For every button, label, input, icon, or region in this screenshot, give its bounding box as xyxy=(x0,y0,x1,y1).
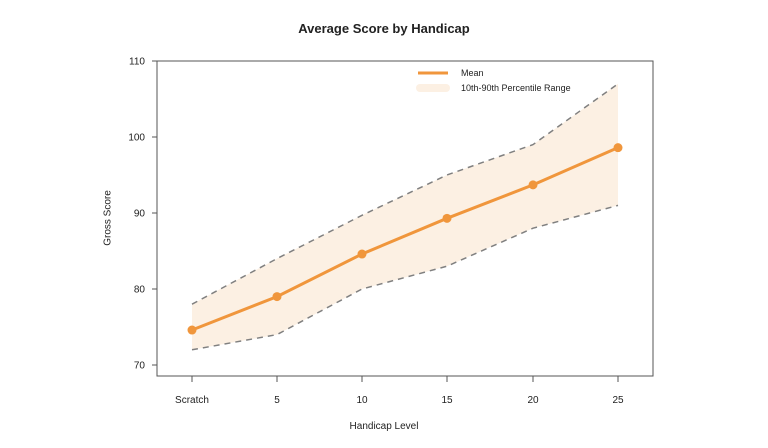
mean-point xyxy=(187,325,197,335)
upper-percentile-line xyxy=(191,83,619,305)
mean-point xyxy=(357,249,367,259)
legend-band-swatch xyxy=(416,84,450,92)
legend-mean-label: Mean xyxy=(461,68,484,78)
percentile-band xyxy=(192,83,618,350)
mean-point xyxy=(613,143,623,153)
chart-title: Average Score by Handicap xyxy=(298,21,470,36)
y-tick-label: 80 xyxy=(134,285,146,296)
plot-frame xyxy=(156,60,654,377)
x-tick-label: Scratch xyxy=(175,395,209,406)
mean-point xyxy=(442,213,452,223)
y-tick-label: 90 xyxy=(134,209,146,220)
lower-percentile-line xyxy=(191,204,619,351)
mean-point xyxy=(528,180,538,190)
mean-line xyxy=(191,146,619,332)
x-tick-label: 25 xyxy=(612,395,624,406)
legend-band-label: 10th-90th Percentile Range xyxy=(461,83,571,93)
mean-point xyxy=(272,292,282,302)
y-tick-label: 110 xyxy=(129,57,145,68)
y-tick-label: 100 xyxy=(128,133,145,144)
y-tick-label: 70 xyxy=(134,361,146,372)
x-tick-label: 10 xyxy=(356,395,368,406)
x-tick-label: 15 xyxy=(441,395,453,406)
x-axis-label: Handicap Level xyxy=(349,421,419,432)
x-tick-label: 20 xyxy=(527,395,539,406)
x-tick-label: 5 xyxy=(274,395,280,406)
